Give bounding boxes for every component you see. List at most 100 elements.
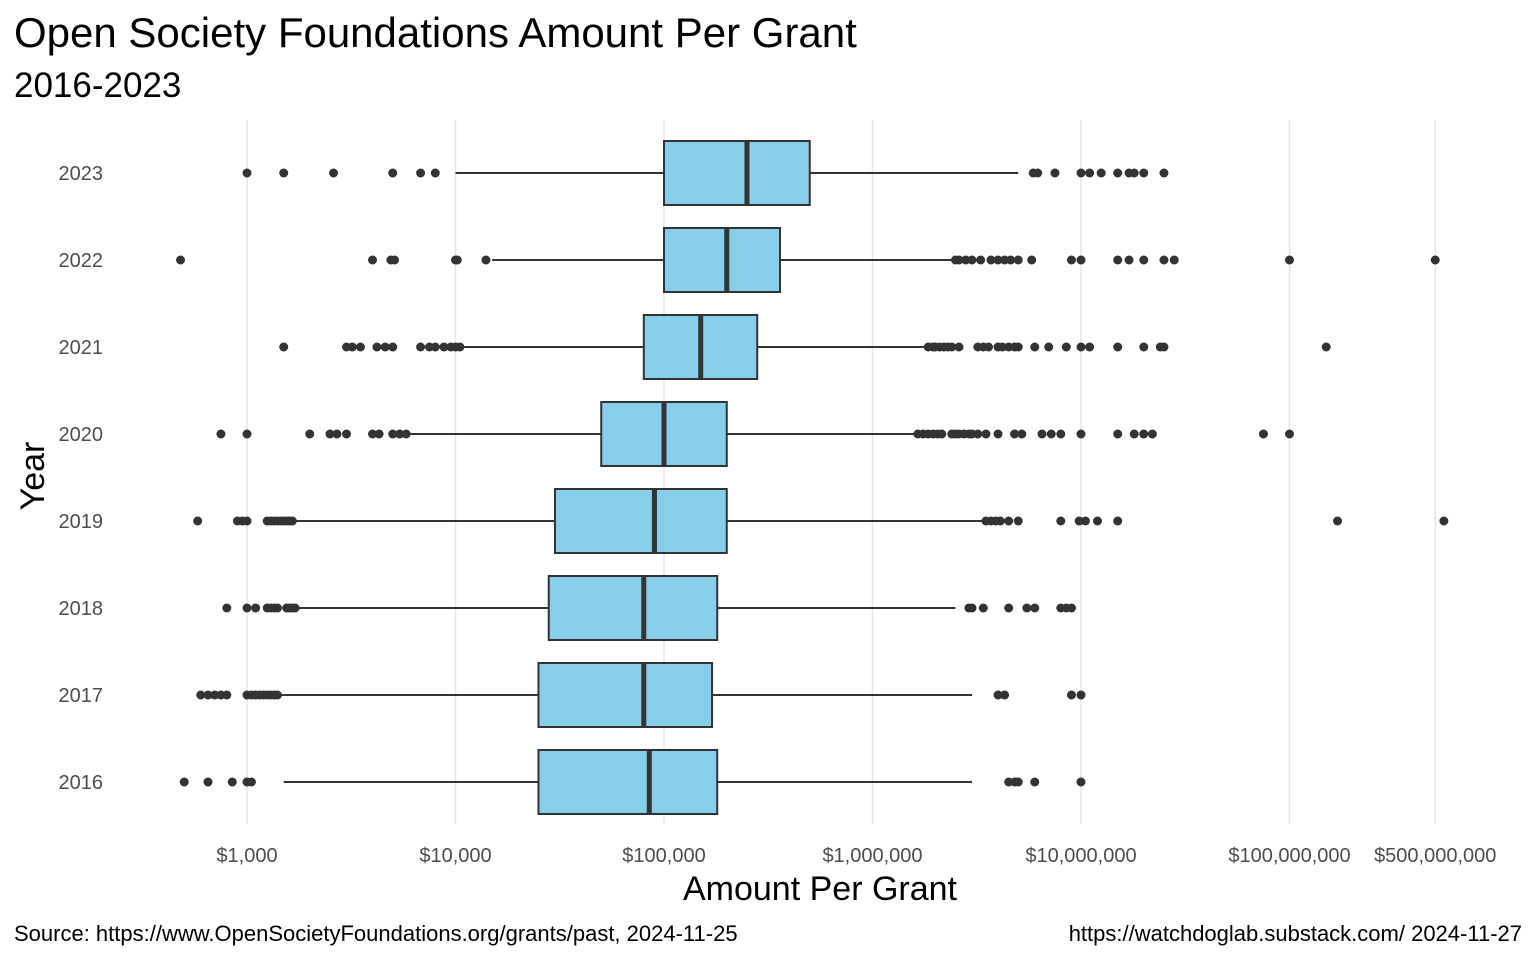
outlier-point [390, 255, 400, 265]
x-tick-label: $10,000,000 [1025, 845, 1136, 867]
box-2017 [537, 662, 714, 728]
outlier-point [452, 255, 462, 265]
outlier-point [1013, 777, 1023, 787]
outlier-point [1004, 516, 1014, 526]
outlier-point [388, 342, 398, 352]
outlier-point [1004, 603, 1014, 613]
y-tick-label: 2020 [59, 424, 104, 446]
y-tick-label: 2023 [59, 163, 104, 185]
outlier-point [1159, 255, 1169, 265]
outlier-point [242, 168, 252, 178]
outlier-point [1113, 255, 1123, 265]
outlier-point [242, 429, 252, 439]
outlier-point [983, 342, 993, 352]
gridlines [246, 120, 1436, 824]
outlier-point [1000, 690, 1010, 700]
outlier-point [222, 690, 232, 700]
outlier-point [1258, 429, 1268, 439]
outlier-point [203, 690, 213, 700]
outlier-point [1113, 168, 1123, 178]
outlier-point [1333, 516, 1343, 526]
outlier-point [1129, 429, 1139, 439]
outlier-point [332, 429, 342, 439]
x-tick-labels: $1,000 $10,000 $100,000 $1,000,000 $10,000,0… [216, 845, 1496, 867]
outlier-point [1139, 429, 1149, 439]
outlier-point [196, 690, 206, 700]
outlier-point [455, 342, 465, 352]
chart-subtitle: 2016-2023 [14, 66, 182, 105]
outlier-point [368, 429, 378, 439]
y-tick-label: 2016 [59, 772, 104, 794]
outlier-point [380, 342, 390, 352]
outlier-point [995, 516, 1005, 526]
outlier-point [251, 603, 261, 613]
outlier-point [272, 603, 282, 613]
outlier-point [997, 342, 1007, 352]
outlier-point [1085, 342, 1095, 352]
outlier-point [481, 255, 491, 265]
outlier-point [981, 429, 991, 439]
outlier-point [287, 516, 297, 526]
x-tick-label: $1,000,000 [822, 845, 922, 867]
outlier-point [430, 342, 440, 352]
outlier-point [1139, 168, 1149, 178]
y-tick-label: 2019 [59, 511, 104, 533]
outlier-point [210, 690, 220, 700]
outlier-point [1013, 255, 1023, 265]
outlier-point [967, 255, 977, 265]
y-tick-label: 2021 [59, 337, 104, 359]
outlier-point [1439, 516, 1449, 526]
outlier-point [242, 603, 252, 613]
outlier-point [279, 168, 289, 178]
outlier-point [1046, 429, 1056, 439]
outlier-point [222, 603, 232, 613]
outlier-point [1285, 255, 1294, 265]
outlier-point [1085, 168, 1095, 178]
outlier-point [1113, 429, 1123, 439]
x-tick-label: $1,000 [216, 845, 277, 867]
outlier-point [1321, 342, 1331, 352]
outlier-point [368, 255, 378, 265]
outlier-point [1129, 168, 1139, 178]
outlier-point [967, 603, 977, 613]
outlier-point [272, 690, 282, 700]
outlier-point [242, 516, 252, 526]
outlier-point [993, 690, 1003, 700]
outlier-point [374, 429, 384, 439]
outlier-point [305, 429, 315, 439]
outlier-point [1010, 429, 1020, 439]
outlier-point [395, 429, 405, 439]
outlier-point [1066, 690, 1076, 700]
y-tick-labels: 2023 2022 2021 2020 2019 2018 2017 2016 [59, 163, 104, 794]
outlier-point [279, 342, 289, 352]
outlier-point [176, 255, 186, 265]
outlier-point [1074, 516, 1084, 526]
outlier-point [1093, 516, 1103, 526]
outlier-point [439, 342, 449, 352]
outlier-point [216, 429, 226, 439]
outlier-point [1159, 168, 1169, 178]
box-2016 [537, 749, 719, 815]
source-note: Source: https://www.OpenSocietyFoundatio… [14, 921, 738, 946]
outlier-point [937, 429, 947, 439]
outlier-point [355, 342, 365, 352]
outlier-point [978, 603, 988, 613]
box-2023 [663, 140, 811, 206]
outlier-point [1076, 777, 1086, 787]
chart-title: Open Society Foundations Amount Per Gran… [14, 9, 857, 56]
outlier-point [179, 777, 189, 787]
outlier-point [1044, 342, 1054, 352]
y-tick-label: 2017 [59, 685, 104, 707]
outlier-point [1066, 255, 1076, 265]
outlier-point [1061, 342, 1071, 352]
outlier-point [1113, 342, 1123, 352]
whiskers [277, 172, 1019, 783]
outlier-point [1124, 255, 1134, 265]
outlier-point [1080, 516, 1090, 526]
outlier-point [976, 255, 986, 265]
outlier-point [1006, 255, 1016, 265]
outlier-point [1096, 168, 1106, 178]
outlier-point [1030, 342, 1040, 352]
outlier-point [1050, 168, 1060, 178]
